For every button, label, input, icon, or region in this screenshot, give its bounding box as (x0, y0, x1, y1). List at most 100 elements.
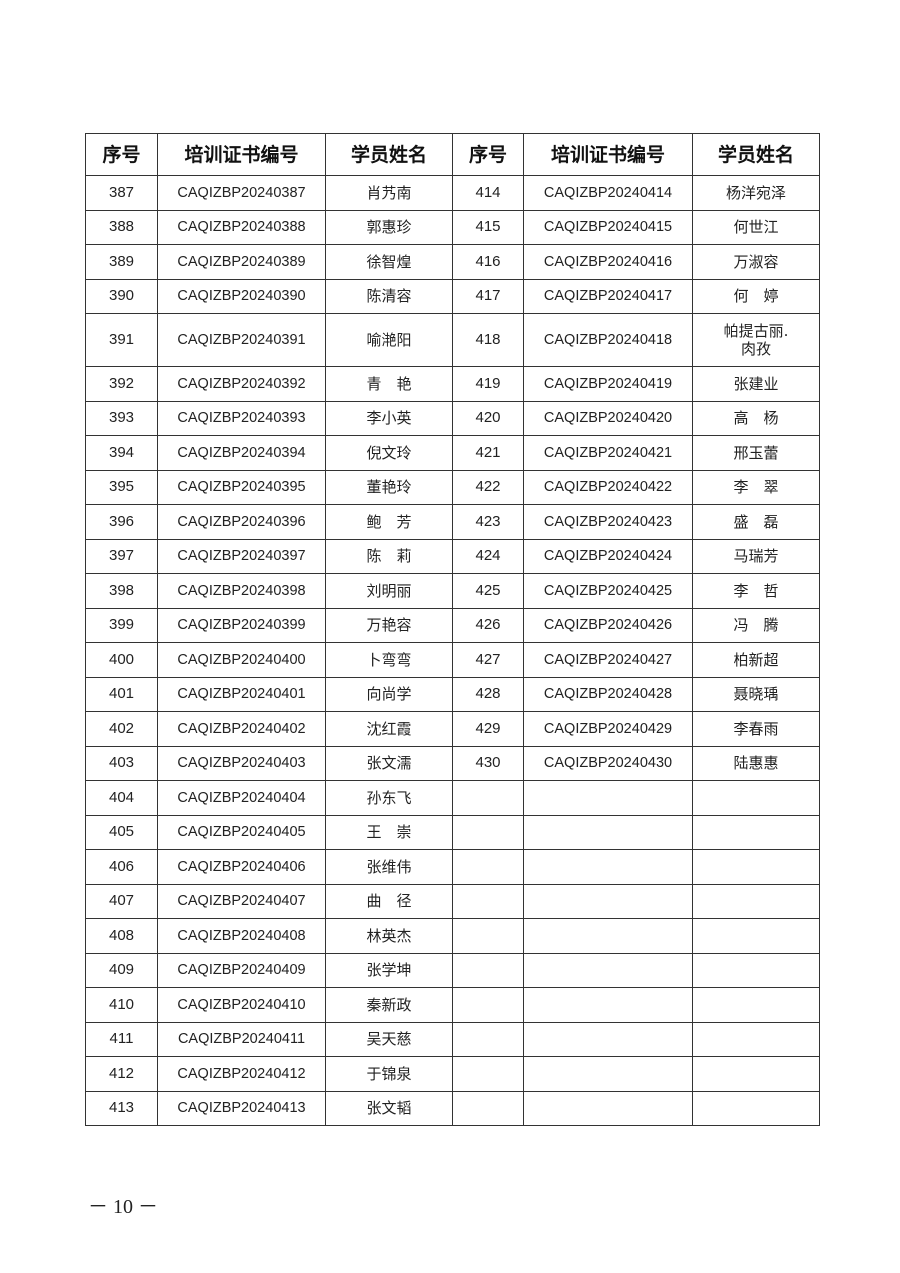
right-seq-cell: 430 (452, 745, 524, 781)
right-seq-cell: 421 (452, 435, 524, 471)
right-cert-number-cell (523, 780, 693, 816)
left-seq-cell: 400 (85, 642, 158, 678)
left-trainee-name-cell: 肖艿南 (325, 175, 453, 211)
left-cert-number-cell: CAQIZBP20240392 (157, 366, 326, 402)
right-trainee-name-cell: 邢玉蕾 (692, 435, 820, 471)
table-row: 396 CAQIZBP20240396 鲍 芳 423 CAQIZBP20240423 盛… (85, 504, 820, 540)
right-seq-cell (452, 814, 524, 850)
right-cert-number-cell (523, 918, 693, 954)
right-trainee-name-cell: 何 婷 (692, 278, 820, 314)
left-cert-number-cell: CAQIZBP20240403 (157, 745, 326, 781)
left-trainee-name-cell: 沈红霞 (325, 711, 453, 747)
table-row: 407 CAQIZBP20240407 曲 径 (85, 883, 820, 919)
right-trainee-name-cell (692, 1090, 820, 1126)
header-cert-right: 培训证书编号 (523, 133, 693, 176)
left-trainee-name-cell: 曲 径 (325, 883, 453, 919)
header-name-left: 学员姓名 (325, 133, 453, 176)
right-seq-cell: 422 (452, 469, 524, 505)
left-seq-cell: 392 (85, 366, 158, 402)
left-seq-cell: 410 (85, 987, 158, 1023)
right-seq-cell (452, 918, 524, 954)
right-cert-number-cell (523, 1021, 693, 1057)
left-trainee-name-cell: 吴天慈 (325, 1021, 453, 1057)
left-trainee-name-cell: 王 崇 (325, 814, 453, 850)
left-cert-number-cell: CAQIZBP20240391 (157, 313, 326, 367)
right-cert-number-cell: CAQIZBP20240418 (523, 313, 693, 367)
right-trainee-name-cell: 李 哲 (692, 573, 820, 609)
table-row: 406 CAQIZBP20240406 张维伟 (85, 849, 820, 885)
right-cert-number-cell: CAQIZBP20240420 (523, 400, 693, 436)
page-number: － 10 － (88, 1196, 158, 1218)
right-cert-number-cell: CAQIZBP20240422 (523, 469, 693, 505)
left-cert-number-cell: CAQIZBP20240396 (157, 504, 326, 540)
left-seq-cell: 408 (85, 918, 158, 954)
table-row: 389 CAQIZBP20240389 徐智煌 416 CAQIZBP20240416 万… (85, 244, 820, 280)
left-cert-number-cell: CAQIZBP20240399 (157, 607, 326, 643)
right-cert-number-cell (523, 883, 693, 919)
right-seq-cell (452, 849, 524, 885)
left-trainee-name-cell: 孙东飞 (325, 780, 453, 816)
left-seq-cell: 412 (85, 1056, 158, 1092)
left-cert-number-cell: CAQIZBP20240397 (157, 538, 326, 574)
left-trainee-name-cell: 秦新政 (325, 987, 453, 1023)
right-trainee-name-cell (692, 883, 820, 919)
table-row: 412 CAQIZBP20240412 于锦泉 (85, 1056, 820, 1092)
left-cert-number-cell: CAQIZBP20240390 (157, 278, 326, 314)
left-cert-number-cell: CAQIZBP20240410 (157, 987, 326, 1023)
right-cert-number-cell: CAQIZBP20240416 (523, 244, 693, 280)
right-trainee-name-cell: 冯 腾 (692, 607, 820, 643)
left-cert-number-cell: CAQIZBP20240400 (157, 642, 326, 678)
left-seq-cell: 393 (85, 400, 158, 436)
table-row: 393 CAQIZBP20240393 李小英 420 CAQIZBP20240420 高… (85, 400, 820, 436)
left-cert-number-cell: CAQIZBP20240406 (157, 849, 326, 885)
right-seq-cell (452, 1090, 524, 1126)
left-cert-number-cell: CAQIZBP20240389 (157, 244, 326, 280)
left-seq-cell: 404 (85, 780, 158, 816)
right-trainee-name-cell (692, 918, 820, 954)
right-trainee-name-cell: 帕提古丽. 肉孜 (692, 313, 820, 367)
left-seq-cell: 399 (85, 607, 158, 643)
left-trainee-name-cell: 张文韬 (325, 1090, 453, 1126)
right-cert-number-cell: CAQIZBP20240429 (523, 711, 693, 747)
left-trainee-name-cell: 鲍 芳 (325, 504, 453, 540)
header-name-right: 学员姓名 (692, 133, 820, 176)
right-cert-number-cell (523, 1056, 693, 1092)
right-trainee-name-cell: 张建业 (692, 366, 820, 402)
right-trainee-name-cell (692, 1056, 820, 1092)
table-header-row: 序号 培训证书编号 学员姓名 序号 培训证书编号 学员姓名 (85, 133, 820, 176)
left-cert-number-cell: CAQIZBP20240405 (157, 814, 326, 850)
right-trainee-name-cell: 何世江 (692, 209, 820, 245)
right-trainee-name-cell: 柏新超 (692, 642, 820, 678)
left-seq-cell: 388 (85, 209, 158, 245)
left-seq-cell: 391 (85, 313, 158, 367)
table-row: 405 CAQIZBP20240405 王 崇 (85, 814, 820, 850)
left-cert-number-cell: CAQIZBP20240398 (157, 573, 326, 609)
right-trainee-name-cell: 李春雨 (692, 711, 820, 747)
left-cert-number-cell: CAQIZBP20240393 (157, 400, 326, 436)
left-trainee-name-cell: 卜弯弯 (325, 642, 453, 678)
right-seq-cell: 419 (452, 366, 524, 402)
right-seq-cell (452, 987, 524, 1023)
right-trainee-name-cell (692, 952, 820, 988)
header-cert-left: 培训证书编号 (157, 133, 326, 176)
right-seq-cell (452, 883, 524, 919)
left-seq-cell: 387 (85, 175, 158, 211)
table-row: 395 CAQIZBP20240395 董艳玲 422 CAQIZBP20240422 李… (85, 469, 820, 505)
right-seq-cell: 425 (452, 573, 524, 609)
left-trainee-name-cell: 张学坤 (325, 952, 453, 988)
trainee-certificate-table: 序号 培训证书编号 学员姓名 序号 培训证书编号 学员姓名 387 CAQIZBP… (85, 133, 820, 1126)
right-trainee-name-cell (692, 780, 820, 816)
left-cert-number-cell: CAQIZBP20240411 (157, 1021, 326, 1057)
right-trainee-name-cell (692, 1021, 820, 1057)
left-cert-number-cell: CAQIZBP20240404 (157, 780, 326, 816)
header-seq-right: 序号 (452, 133, 524, 176)
left-cert-number-cell: CAQIZBP20240394 (157, 435, 326, 471)
right-trainee-name-cell (692, 987, 820, 1023)
left-seq-cell: 389 (85, 244, 158, 280)
right-cert-number-cell (523, 952, 693, 988)
right-seq-cell: 423 (452, 504, 524, 540)
right-cert-number-cell: CAQIZBP20240425 (523, 573, 693, 609)
left-trainee-name-cell: 喻滟阳 (325, 313, 453, 367)
table-row: 400 CAQIZBP20240400 卜弯弯 427 CAQIZBP20240427 柏… (85, 642, 820, 678)
